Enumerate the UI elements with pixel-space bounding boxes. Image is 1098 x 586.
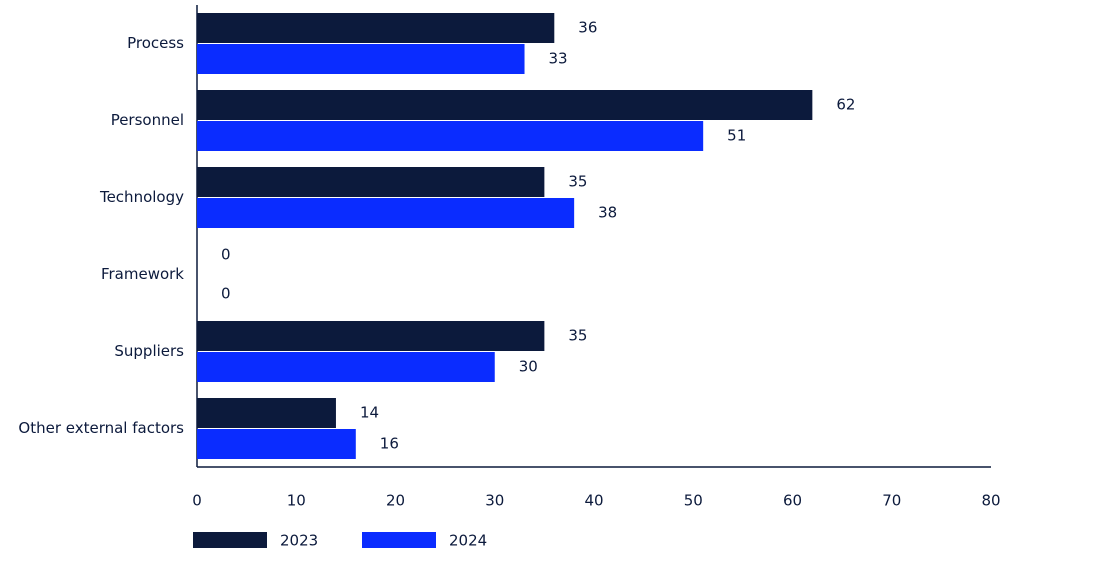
y-tick-label: Personnel (111, 111, 184, 129)
y-tick-label: Other external factors (18, 419, 184, 437)
value-label: 38 (598, 204, 617, 222)
x-tick-label: 0 (192, 492, 202, 510)
value-label: 35 (568, 173, 587, 191)
bar (197, 13, 555, 43)
bar (197, 198, 575, 228)
bar (197, 44, 525, 74)
value-label: 62 (836, 96, 855, 114)
bar (197, 121, 704, 151)
x-tick-label: 80 (981, 492, 1000, 510)
x-tick-label: 50 (684, 492, 703, 510)
value-label: 36 (578, 19, 597, 37)
value-label: 0 (221, 246, 231, 264)
value-label: 16 (380, 435, 399, 453)
bar (197, 429, 356, 459)
value-label: 35 (568, 327, 587, 345)
x-tick-label: 70 (882, 492, 901, 510)
value-label: 14 (360, 404, 379, 422)
legend-label: 2023 (280, 532, 318, 550)
value-label: 30 (519, 358, 538, 376)
value-label: 33 (549, 50, 568, 68)
bar (197, 398, 336, 428)
value-label: 51 (727, 127, 746, 145)
value-label: 0 (221, 285, 231, 303)
x-tick-label: 40 (584, 492, 603, 510)
y-tick-label: Framework (101, 265, 184, 283)
x-tick-label: 10 (287, 492, 306, 510)
y-tick-label: Technology (99, 188, 184, 206)
legend-label: 2024 (449, 532, 487, 550)
x-tick-label: 20 (386, 492, 405, 510)
y-tick-label: Suppliers (114, 342, 184, 360)
legend-swatch (193, 532, 267, 548)
bar (197, 167, 545, 197)
bar (197, 352, 495, 382)
y-tick-label: Process (127, 34, 184, 52)
bar (197, 90, 813, 120)
x-tick-label: 30 (485, 492, 504, 510)
legend-swatch (362, 532, 436, 548)
bar (197, 321, 545, 351)
x-tick-label: 60 (783, 492, 802, 510)
